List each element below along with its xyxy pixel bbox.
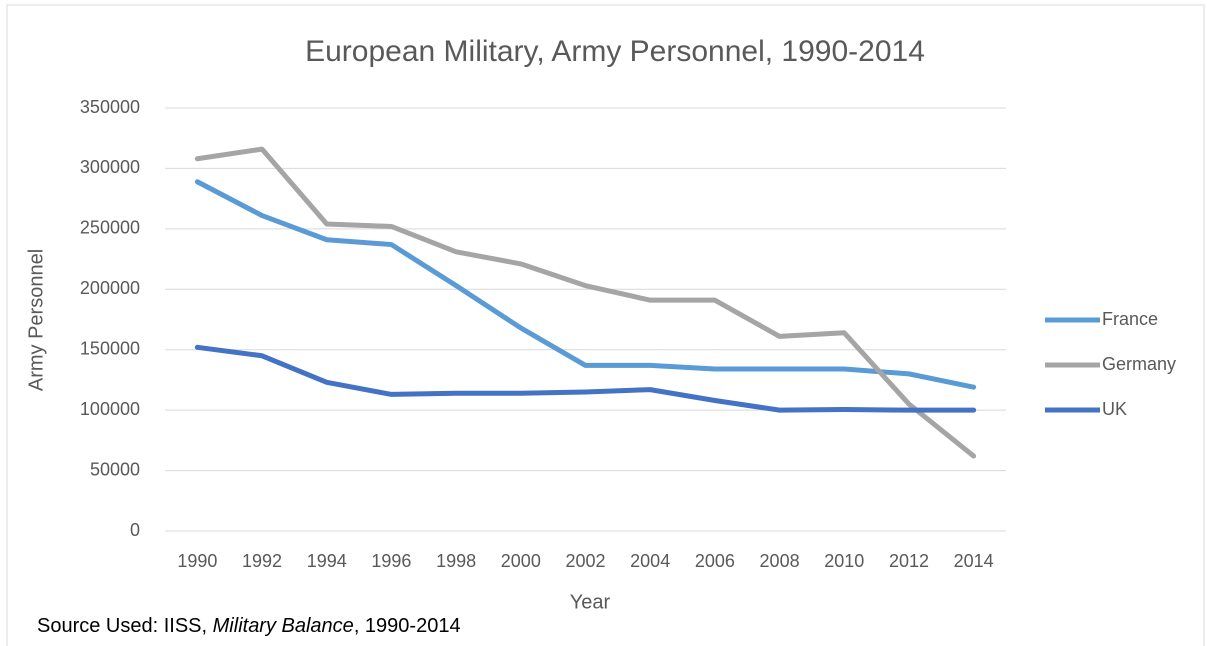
- source-text: , 1990-2014: [354, 615, 461, 637]
- y-tick-label: 0: [130, 520, 140, 540]
- source-text: Source Used: IISS,: [37, 615, 213, 637]
- x-tick-label: 2004: [630, 551, 670, 571]
- legend-label: Germany: [1102, 354, 1176, 374]
- x-axis-title: Year: [570, 591, 611, 613]
- x-tick-label: 2010: [824, 551, 864, 571]
- x-tick-label: 2002: [565, 551, 605, 571]
- x-tick-label: 2000: [501, 551, 541, 571]
- data-line: [194, 344, 977, 413]
- x-tick-label: 1998: [436, 551, 476, 571]
- chart-frame: [6, 4, 1205, 646]
- x-tick-label: 2008: [760, 551, 800, 571]
- x-tick-label: 1994: [307, 551, 347, 571]
- x-tick-label: 2012: [889, 551, 929, 571]
- y-tick-label: 150000: [80, 338, 140, 358]
- chart-title: European Military, Army Personnel, 1990-…: [305, 35, 925, 68]
- x-tick-label: 1996: [371, 551, 411, 571]
- x-tick-label: 2014: [954, 551, 994, 571]
- source-text: Military Balance: [213, 615, 354, 637]
- y-tick-label: 350000: [80, 97, 140, 117]
- data-line: [194, 179, 977, 390]
- x-tick-label: 1992: [242, 551, 282, 571]
- y-axis-title: Army Personnel: [25, 249, 47, 391]
- x-tick-label: 1990: [177, 551, 217, 571]
- y-tick-label: 200000: [80, 278, 140, 298]
- y-tick-label: 250000: [80, 218, 140, 238]
- x-tick-label: 2006: [695, 551, 735, 571]
- legend-label: France: [1102, 309, 1158, 329]
- y-tick-label: 100000: [80, 399, 140, 419]
- y-tick-label: 50000: [90, 459, 140, 479]
- legend-label: UK: [1102, 399, 1127, 419]
- y-tick-label: 300000: [80, 157, 140, 177]
- data-line: [194, 146, 977, 459]
- source-note: Source Used: IISS, Military Balance, 199…: [37, 615, 461, 637]
